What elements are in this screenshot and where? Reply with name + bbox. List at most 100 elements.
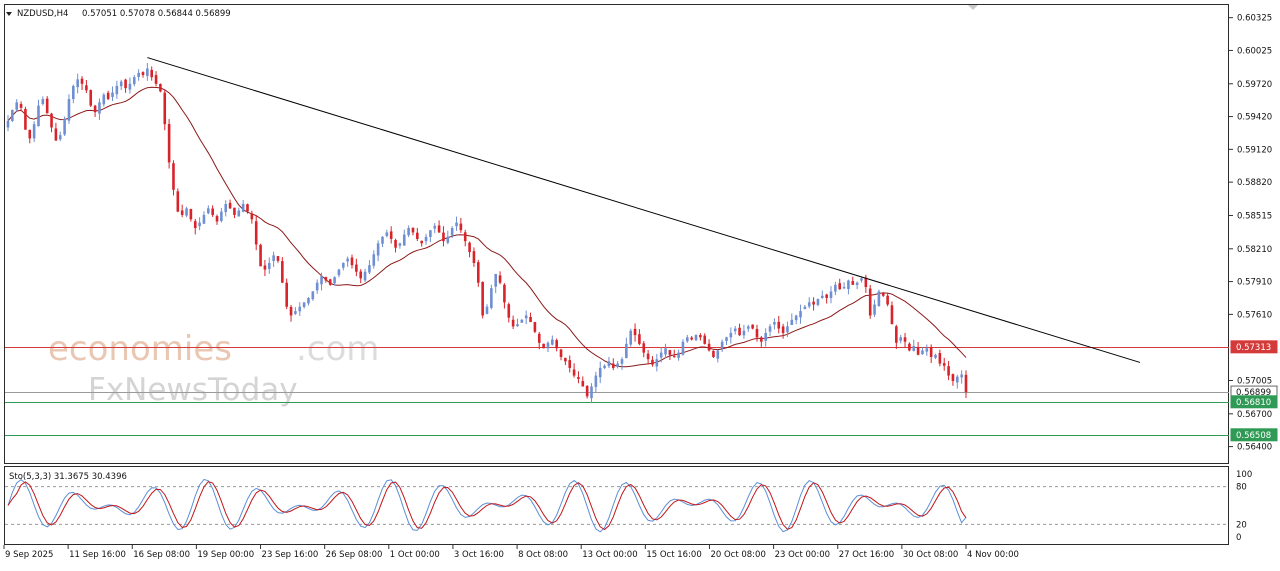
candle-body (725, 337, 728, 341)
candle (159, 83, 162, 93)
candle-body (672, 356, 676, 358)
candle (742, 324, 746, 339)
symbol-menu-arrow-icon[interactable] (6, 12, 12, 16)
candle-body (19, 104, 23, 108)
ohlc-readout: 0.57051 0.57078 0.56844 0.56899 (82, 9, 231, 19)
candle (111, 86, 114, 102)
candle-body (93, 105, 97, 113)
candle-body (211, 208, 214, 215)
shift-marker-icon[interactable] (968, 5, 978, 10)
candle-body (733, 328, 737, 332)
candle-body (842, 287, 846, 289)
candle (381, 236, 384, 248)
candle (324, 276, 328, 283)
price-tick-label: 0.58210 (1237, 245, 1272, 255)
candle (760, 336, 763, 347)
candle-body (302, 302, 306, 307)
candle (633, 323, 637, 342)
candle (24, 106, 27, 130)
candle (11, 109, 14, 123)
candle-body (886, 295, 889, 305)
candle-body (851, 281, 855, 285)
candle (132, 75, 136, 87)
candle (411, 227, 415, 236)
oscillator-tick-label: 100 (1236, 470, 1252, 480)
candle (786, 321, 789, 337)
candle-body (855, 282, 859, 286)
candle (285, 278, 288, 310)
candle (611, 358, 615, 371)
candle-body (89, 90, 93, 106)
candle-body (150, 69, 154, 78)
candle (529, 312, 532, 323)
candle-body (285, 282, 288, 307)
candle (19, 101, 23, 112)
candle (429, 230, 432, 243)
time-tick-label: 23 Sep 16:00 (262, 550, 319, 560)
candle-body (41, 99, 45, 104)
candle (642, 341, 646, 358)
candle-body (198, 222, 201, 227)
candle-body (764, 332, 767, 341)
candle (537, 331, 541, 350)
candle-body (333, 277, 336, 284)
candle (468, 241, 471, 258)
candle (651, 356, 654, 367)
candle (607, 356, 611, 369)
candle-body (651, 359, 654, 365)
candle-body (429, 230, 432, 237)
candle (942, 357, 946, 371)
candle-body (202, 214, 206, 224)
candle (559, 348, 563, 361)
candle (960, 370, 963, 384)
candle-body (37, 105, 40, 127)
candle-body (98, 102, 101, 114)
candle-body (267, 263, 271, 269)
candle-body (341, 263, 345, 268)
candle (555, 338, 558, 352)
candle-body (180, 210, 184, 215)
candle-body (629, 330, 633, 345)
price-tick-label: 0.57610 (1237, 310, 1272, 320)
candle-body (250, 213, 254, 220)
candle-body (929, 347, 933, 357)
candle (259, 243, 262, 267)
candle (141, 71, 145, 78)
time-tick-label: 23 Oct 00:00 (775, 550, 830, 560)
candle (507, 302, 511, 323)
candle (790, 313, 794, 325)
candle (446, 230, 450, 245)
price-tick-label: 0.59720 (1237, 80, 1272, 90)
watermark-tld: .com (296, 329, 379, 369)
candles (6, 63, 968, 404)
candle-body (620, 359, 624, 364)
candle-body (516, 324, 519, 327)
candle (185, 206, 188, 218)
candle-body (241, 203, 245, 212)
candle-body (350, 257, 354, 266)
candle (951, 373, 955, 386)
candle-body (755, 328, 759, 338)
candle (472, 247, 476, 267)
candle (346, 256, 349, 267)
candle-body (237, 210, 241, 217)
candle-body (790, 319, 794, 325)
oscillator-lines (5, 478, 1229, 533)
candle-body (873, 304, 876, 315)
candle-body (411, 227, 415, 233)
candle-body (154, 75, 158, 84)
candle-body (529, 317, 532, 323)
candle (520, 318, 524, 323)
trendline[interactable] (147, 57, 1141, 363)
candle-body (102, 94, 106, 105)
price-tick-label: 0.58515 (1237, 211, 1272, 221)
candle (246, 203, 249, 214)
candle (368, 260, 371, 275)
time-tick-label: 20 Oct 08:00 (710, 550, 765, 560)
candle (955, 374, 959, 389)
candle (237, 207, 241, 217)
candle (690, 335, 693, 341)
candle (681, 339, 685, 356)
